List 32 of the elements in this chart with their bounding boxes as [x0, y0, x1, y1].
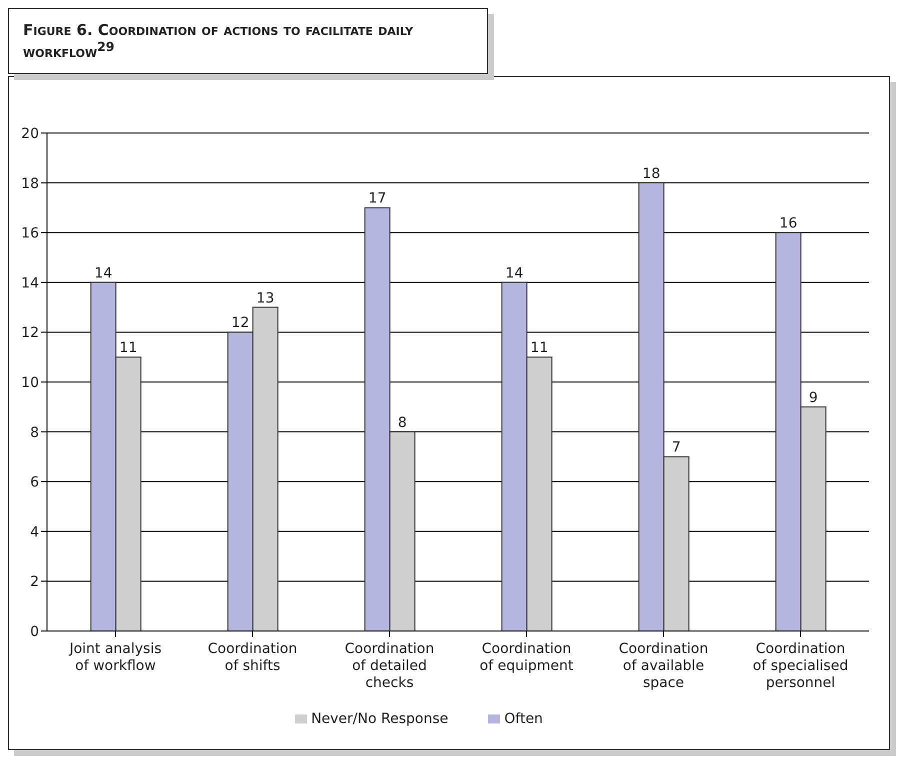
data-label: 13 — [256, 290, 274, 306]
data-label: 8 — [398, 414, 407, 431]
legend-label: Often — [504, 711, 543, 727]
data-label: 18 — [642, 166, 660, 182]
y-tick-label: 12 — [21, 325, 39, 342]
data-label: 12 — [231, 315, 250, 332]
y-tick-label: 18 — [21, 176, 39, 192]
data-label: 11 — [530, 340, 548, 356]
x-tick-label: Coordination of shifts — [208, 641, 298, 674]
data-label: 16 — [779, 216, 798, 232]
x-tick-label: Coordination of specialised personnel — [752, 641, 848, 691]
y-tick-label: 14 — [21, 275, 40, 292]
y-tick-label: 4 — [30, 524, 40, 540]
x-tick-label: Coordination of detailed checks — [344, 641, 434, 691]
legend-label: Never/No Response — [311, 711, 448, 727]
y-tick-label: 6 — [30, 474, 40, 491]
x-tick-label: Joint analysis of workflow — [68, 641, 162, 674]
data-label: 14 — [94, 265, 112, 282]
x-tick-label: Coordination of available space — [618, 641, 708, 691]
x-tick-label: Coordination of equipment — [480, 641, 574, 674]
data-label: 9 — [808, 390, 818, 406]
y-tick-label: 8 — [30, 424, 39, 441]
y-tick-label: 10 — [21, 374, 39, 391]
data-label: 14 — [505, 265, 524, 282]
y-tick-label: 2 — [30, 574, 39, 590]
chart-title: Figure 6. Coordination of actions to facilitate daily workflow$^{29}$ — [8, 8, 488, 74]
data-label: 11 — [119, 340, 138, 356]
y-tick-label: 16 — [21, 226, 40, 242]
y-tick-label: 20 — [21, 126, 39, 142]
data-label: 17 — [368, 190, 386, 207]
data-label: 7 — [672, 440, 681, 456]
y-tick-label: 0 — [30, 624, 39, 640]
